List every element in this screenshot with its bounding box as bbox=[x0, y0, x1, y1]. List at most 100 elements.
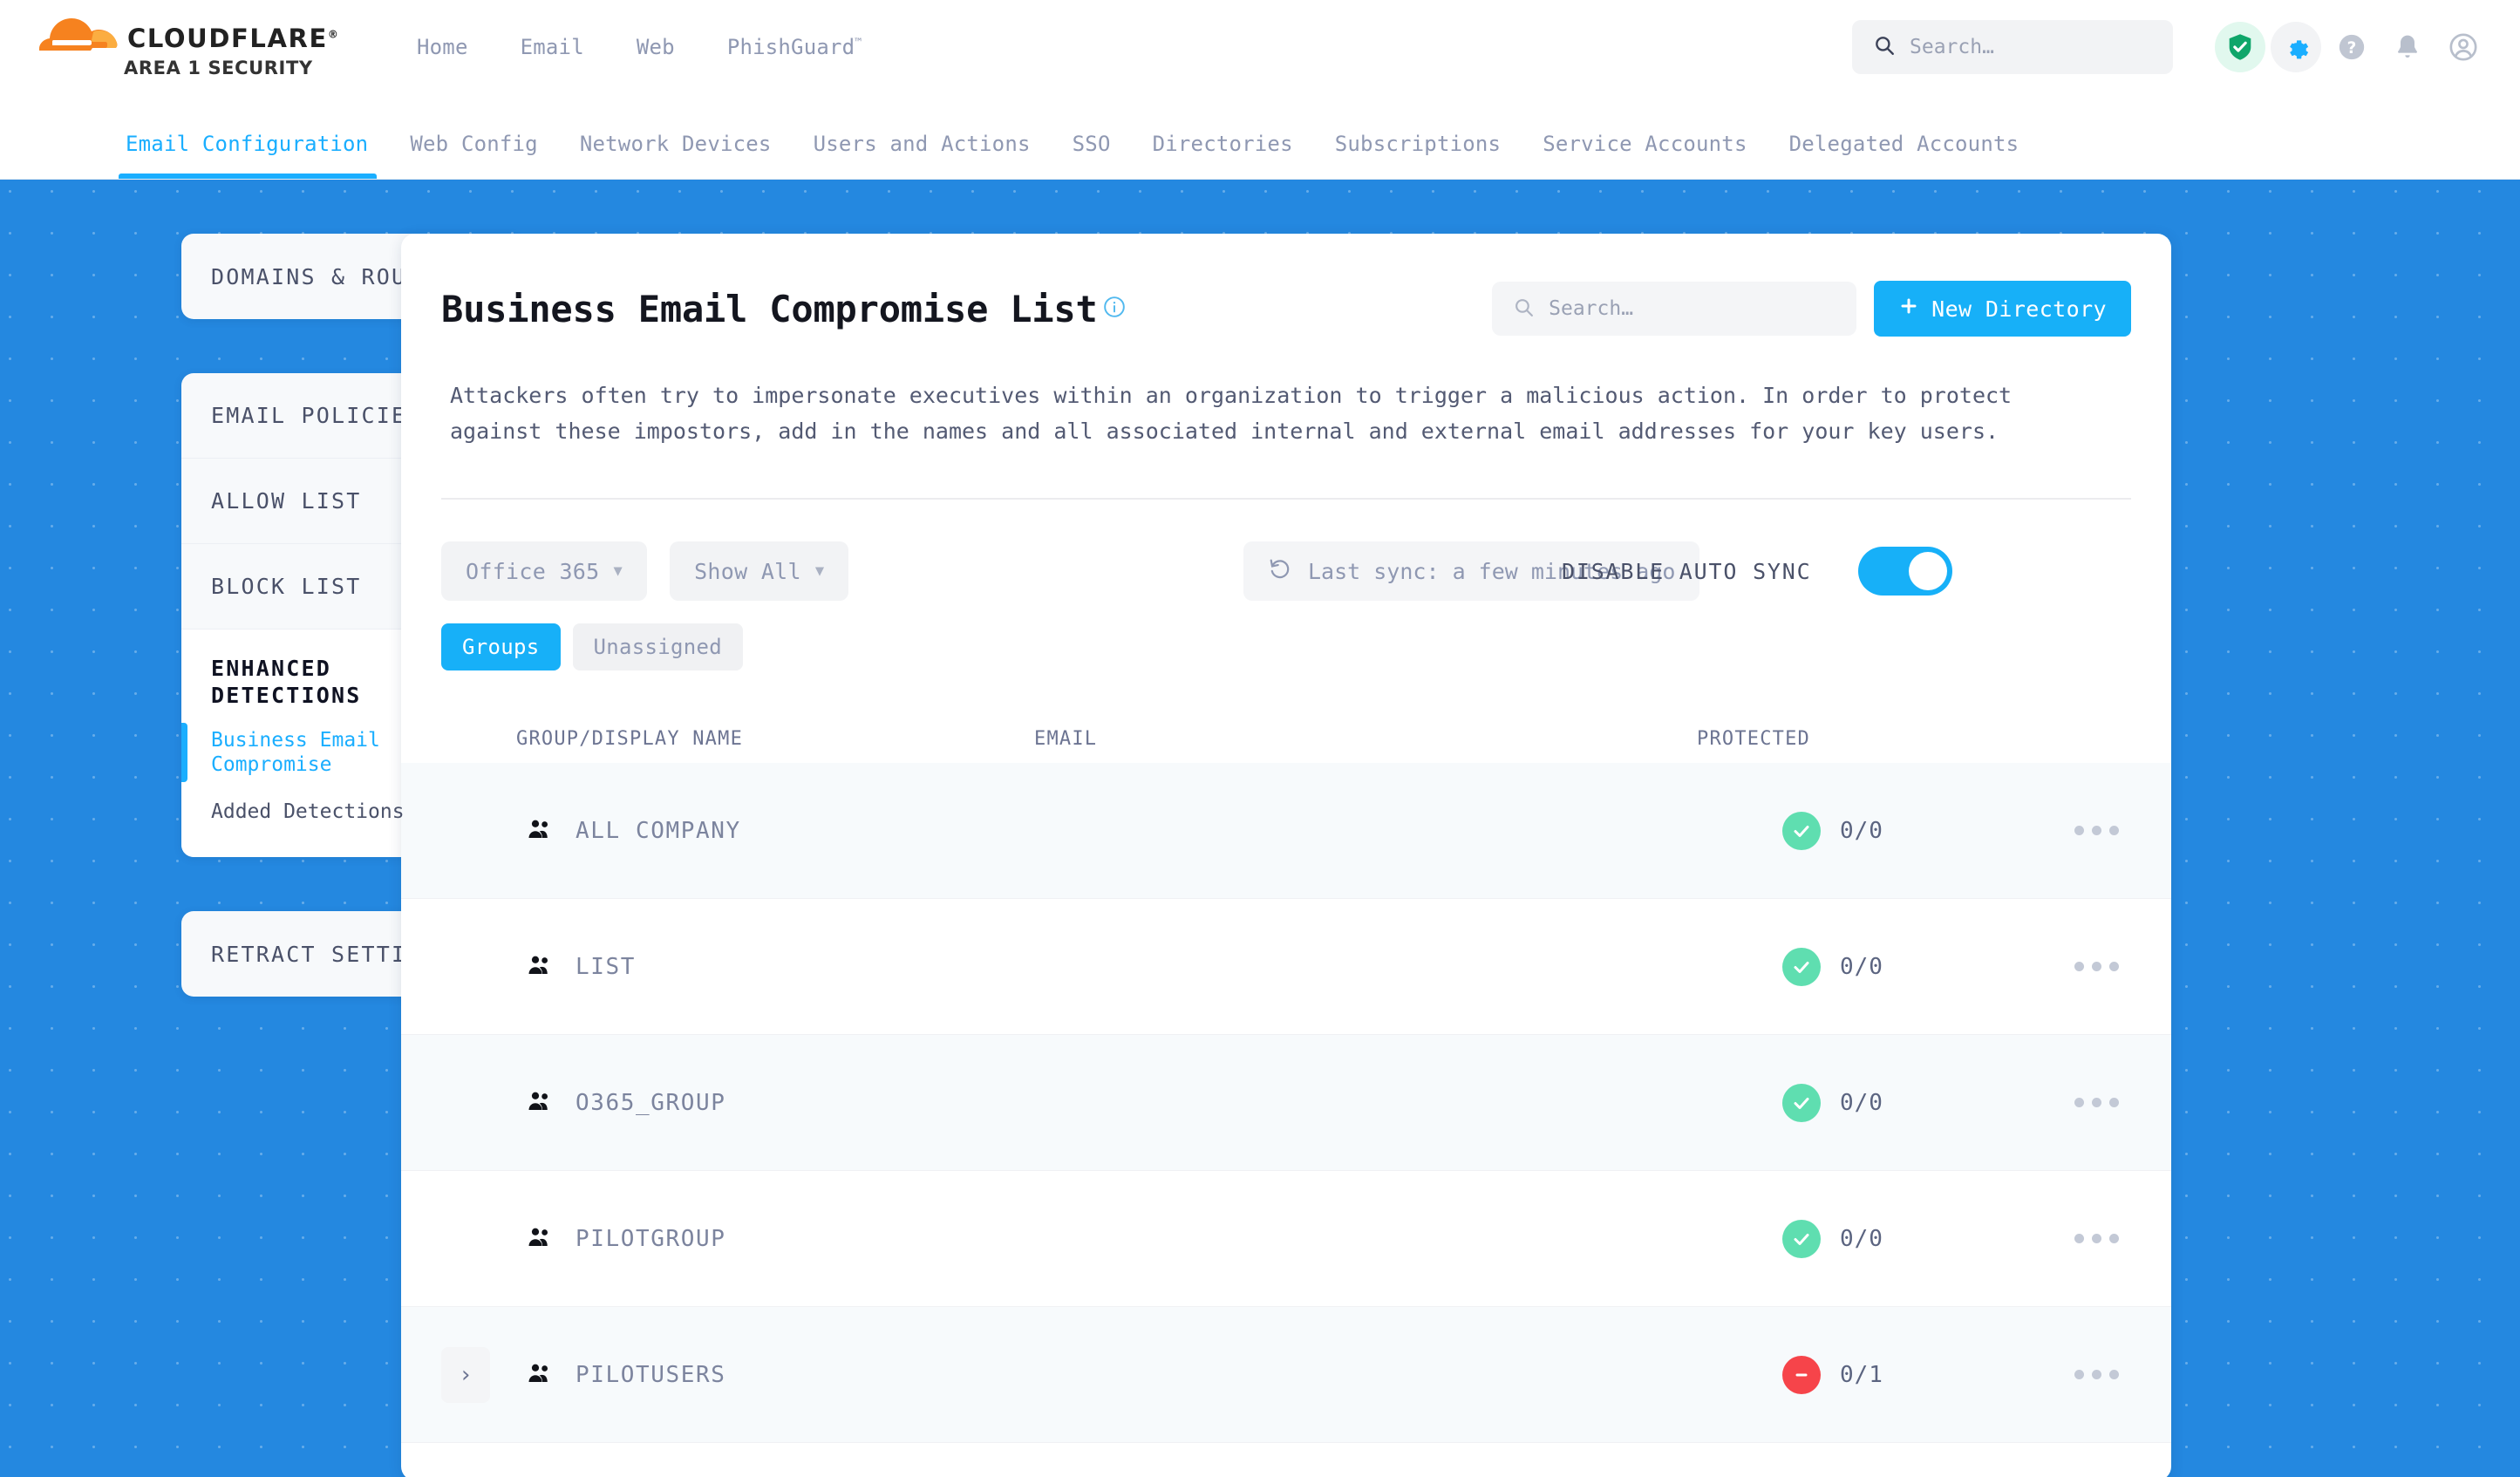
new-directory-button[interactable]: New Directory bbox=[1874, 281, 2131, 337]
page-title: Business Email Compromise List bbox=[441, 288, 1126, 330]
tab-email-configuration[interactable]: Email Configuration bbox=[119, 132, 389, 179]
row-protected-count: 0/0 bbox=[1840, 817, 1883, 844]
row-protected-cell: 0/1 bbox=[1782, 1355, 2061, 1394]
row-actions-cell[interactable] bbox=[2061, 1234, 2131, 1243]
more-options-icon[interactable] bbox=[2074, 826, 2119, 835]
row-name-cell: PILOTGROUP bbox=[527, 1226, 1120, 1252]
global-search-placeholder: Search… bbox=[1910, 36, 1994, 58]
row-protected-count: 0/0 bbox=[1840, 1225, 1883, 1252]
more-options-icon[interactable] bbox=[2074, 1370, 2119, 1379]
more-options-icon[interactable] bbox=[2074, 1234, 2119, 1243]
tab-sso[interactable]: SSO bbox=[1072, 132, 1111, 156]
bell-icon[interactable] bbox=[2382, 22, 2433, 72]
table-header: GROUP/DISPLAY NAME EMAIL PROTECTED bbox=[441, 714, 2131, 763]
last-sync-status[interactable]: Last sync: a few minutes ago bbox=[1243, 541, 1700, 601]
row-name: PILOTUSERS bbox=[576, 1361, 726, 1388]
row-name-cell: ALL COMPANY bbox=[527, 818, 1120, 844]
table-row[interactable]: ALL COMPANY 0/0 bbox=[401, 763, 2171, 899]
nav-item-home[interactable]: Home bbox=[417, 35, 468, 59]
row-name: O365_GROUP bbox=[576, 1089, 726, 1116]
segment-groups[interactable]: Groups bbox=[441, 623, 561, 670]
settings-sidebar: DOMAINS & ROUTING EMAIL POLICIES ALLOW L… bbox=[0, 234, 521, 1051]
status-badge-check-icon bbox=[1782, 947, 1821, 986]
row-actions-cell[interactable] bbox=[2061, 1370, 2131, 1379]
row-protected-cell: 0/0 bbox=[1782, 1219, 2061, 1258]
status-badge-check-icon bbox=[1782, 1219, 1821, 1258]
row-name-cell: LIST bbox=[527, 954, 1120, 980]
row-protected-count: 0/0 bbox=[1840, 953, 1883, 980]
nav-item-email[interactable]: Email bbox=[520, 35, 584, 59]
info-icon[interactable] bbox=[1103, 284, 1126, 327]
sidebar-item-business-email-compromise[interactable]: Business Email Compromise bbox=[181, 716, 521, 787]
status-badge-minus-icon bbox=[1782, 1355, 1821, 1394]
tab-subscriptions[interactable]: Subscriptions bbox=[1334, 132, 1502, 156]
table-row[interactable]: › PILOTUSERS 0/1 bbox=[401, 1307, 2171, 1443]
page-description: Attackers often try to impersonate execu… bbox=[450, 383, 2013, 444]
chevron-down-icon: ▼ bbox=[814, 562, 825, 580]
tab-service-accounts[interactable]: Service Accounts bbox=[1543, 132, 1747, 156]
provider-select[interactable]: Office 365 ▼ bbox=[441, 541, 648, 601]
new-directory-label: New Directory bbox=[1931, 296, 2107, 322]
sidebar-item-email-policies[interactable]: EMAIL POLICIES bbox=[181, 373, 521, 459]
chevron-down-icon: ▼ bbox=[613, 562, 623, 580]
nav-item-web[interactable]: Web bbox=[636, 35, 675, 59]
segment-unassigned[interactable]: Unassigned bbox=[572, 623, 743, 670]
directory-search-input[interactable]: Search… bbox=[1492, 282, 1857, 336]
column-header-protected: PROTECTED bbox=[1697, 727, 1811, 750]
more-options-icon[interactable] bbox=[2074, 962, 2119, 971]
row-expand-button[interactable]: › bbox=[441, 1346, 490, 1403]
page-title-text: Business Email Compromise List bbox=[441, 287, 1098, 330]
directory-table: GROUP/DISPLAY NAME EMAIL PROTECTED ALL C… bbox=[401, 714, 2171, 1443]
tab-delegated-accounts[interactable]: Delegated Accounts bbox=[1788, 132, 2019, 156]
table-row[interactable]: LIST 0/0 bbox=[401, 899, 2171, 1035]
show-select-value: Show All bbox=[694, 558, 801, 584]
refresh-icon bbox=[1268, 556, 1292, 586]
main-header-actions: Search… New Directory bbox=[1492, 281, 2131, 337]
show-select[interactable]: Show All ▼ bbox=[670, 541, 849, 601]
row-actions-cell[interactable] bbox=[2061, 1098, 2131, 1107]
tab-directories[interactable]: Directories bbox=[1152, 132, 1293, 156]
nav-item-phishguard[interactable]: PhishGuard™ bbox=[726, 35, 862, 59]
row-actions-cell[interactable] bbox=[2061, 826, 2131, 835]
auto-sync-toggle[interactable] bbox=[1858, 547, 1952, 596]
sidebar-item-block-list[interactable]: BLOCK LIST bbox=[181, 544, 521, 630]
row-actions-cell[interactable] bbox=[2061, 962, 2131, 971]
row-protected-cell: 0/0 bbox=[1782, 811, 2061, 850]
status-badge-check-icon bbox=[1782, 1083, 1821, 1122]
table-row[interactable]: O365_GROUP 0/0 bbox=[401, 1035, 2171, 1171]
group-icon bbox=[527, 954, 553, 980]
sidebar-item-added-detections[interactable]: Added Detections bbox=[211, 800, 405, 824]
segmented-control: Groups Unassigned bbox=[441, 601, 2131, 670]
row-name: LIST bbox=[576, 953, 637, 980]
status-badge-check-icon bbox=[1782, 811, 1821, 850]
top-bar: CLOUDFLARE® AREA 1 SECURITY Home Email W… bbox=[0, 0, 2520, 94]
group-icon bbox=[527, 1090, 553, 1116]
brand-logo[interactable]: CLOUDFLARE® AREA 1 SECURITY bbox=[38, 17, 352, 78]
gear-icon[interactable] bbox=[2271, 22, 2321, 72]
column-header-email: EMAIL bbox=[1034, 727, 1098, 750]
section-divider bbox=[441, 498, 2131, 500]
group-icon bbox=[527, 1226, 553, 1252]
sidebar-item-allow-list[interactable]: ALLOW LIST bbox=[181, 459, 521, 544]
column-header-group-display-name: GROUP/DISPLAY NAME bbox=[516, 727, 744, 750]
tab-web-config[interactable]: Web Config bbox=[410, 132, 538, 156]
row-name: PILOTGROUP bbox=[576, 1225, 726, 1252]
global-search-input[interactable]: Search… bbox=[1852, 20, 2173, 74]
section-tabs: Email Configuration Web Config Network D… bbox=[0, 94, 2520, 180]
search-icon bbox=[1873, 34, 1896, 60]
filter-bar: Office 365 ▼ Show All ▼ Last sync: a few… bbox=[441, 500, 2131, 601]
table-row[interactable]: PILOTGROUP 0/0 bbox=[401, 1171, 2171, 1307]
provider-select-value: Office 365 bbox=[466, 558, 600, 584]
row-protected-count: 0/1 bbox=[1840, 1361, 1883, 1388]
more-options-icon[interactable] bbox=[2074, 1098, 2119, 1107]
auto-sync-label: DISABLE AUTO SYNC bbox=[1562, 558, 1812, 584]
svg-text:?: ? bbox=[2347, 39, 2357, 58]
shield-check-icon[interactable] bbox=[2215, 22, 2265, 72]
tab-users-and-actions[interactable]: Users and Actions bbox=[813, 132, 1031, 156]
row-protected-count: 0/0 bbox=[1840, 1089, 1883, 1116]
tab-network-devices[interactable]: Network Devices bbox=[579, 132, 772, 156]
row-name-cell: PILOTUSERS bbox=[527, 1362, 1120, 1388]
user-avatar-icon[interactable] bbox=[2438, 22, 2489, 72]
help-icon[interactable]: ? bbox=[2326, 22, 2377, 72]
row-name: ALL COMPANY bbox=[576, 817, 741, 844]
